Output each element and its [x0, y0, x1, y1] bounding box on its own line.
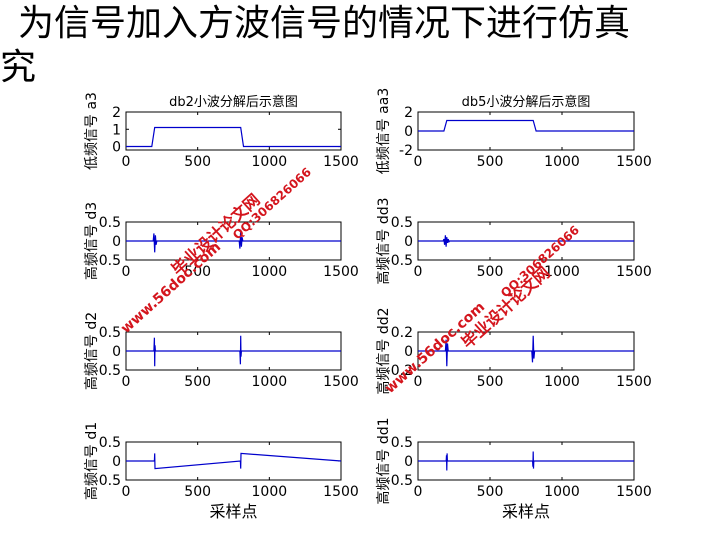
subplot-4-series-line-0: [418, 235, 634, 247]
subplot-8-xtick-label-3: 1500: [616, 484, 652, 500]
slide-title-line-2: 究: [0, 47, 37, 88]
subplot-2-series-line-0: [418, 119, 634, 132]
subplot-6-xtick-label-0: 0: [414, 374, 423, 390]
slide-title: 为信号加入方波信号的情况下进行仿真究: [0, 2, 703, 102]
subplot-8-ytick-label-2: 0.5: [391, 435, 413, 451]
subplot-1-ytick-label-0: 0: [112, 140, 121, 156]
subplot-7-series-line-0: [126, 452, 342, 470]
subplot-6-ytick-label-1: 0: [404, 344, 413, 360]
subplot-4-ytick-label-0: -0.5: [386, 253, 413, 269]
subplot-6-ytick-label-0: -0.2: [386, 363, 413, 379]
subplot-7-ytick-label-2: 0.5: [99, 435, 121, 451]
subplot-2-ylabel: 低频信号 aa3: [376, 88, 392, 175]
subplot-6-ytick-label-2: 0.2: [391, 325, 413, 341]
subplot-1-xtick-label-1: 500: [184, 154, 211, 170]
subplot-3-series-line-0: [126, 229, 341, 253]
subplot-8-ylabel: 高频信号 dd1: [375, 417, 392, 504]
subplot-8-xtick-label-1: 500: [477, 484, 504, 500]
subplot-1-ylabel: 低频信号 a3: [84, 92, 100, 170]
subplot-7-xlabel: 采样点: [209, 502, 257, 521]
subplot-8-ytick-label-1: 0: [404, 454, 413, 470]
subplot-5-xtick-label-0: 0: [122, 374, 131, 390]
subplot-8-series-line-0: [418, 451, 634, 471]
subplot-3-ytick-label-0: -0.5: [94, 253, 121, 269]
subplot-8-xtick-label-0: 0: [414, 484, 423, 500]
subplot-7-xtick-label-1: 500: [184, 484, 211, 500]
subplot-6-xtick-label-1: 500: [477, 374, 504, 390]
subplot-5-xtick-label-1: 500: [184, 374, 211, 390]
subplot-1-title: db2小波分解后示意图: [169, 94, 298, 110]
subplot-5-ytick-label-1: 0: [112, 344, 121, 360]
subplot-4-ylabel: 高频信号 dd3: [375, 197, 392, 284]
subplot-6-xtick-label-3: 1500: [616, 374, 652, 390]
subplot-7-axes-box: [125, 441, 342, 481]
subplot-4-ytick-label-2: 0.5: [391, 215, 413, 231]
subplot-1-xtick-label-3: 1500: [323, 154, 359, 170]
subplot-2-ytick-label-2: 2: [404, 105, 413, 121]
subplot-3-xtick-label-0: 0: [122, 264, 131, 280]
subplot-1-ytick-label-1: 1: [112, 122, 121, 138]
subplot-5-ylabel: 高频信号 d2: [83, 312, 100, 390]
subplot-6-ylabel: 高频信号 dd2: [375, 307, 392, 394]
subplot-5-series-line-0: [126, 335, 341, 367]
subplot-5-xtick-label-3: 1500: [323, 374, 359, 390]
subplot-5-xtick-label-2: 1000: [252, 374, 288, 390]
subplot-2-title: db5小波分解后示意图: [462, 94, 591, 110]
subplot-3-ytick-label-1: 0: [112, 234, 121, 250]
subplot-7-xtick-label-3: 1500: [323, 484, 359, 500]
subplot-3-xtick-label-2: 1000: [252, 264, 288, 280]
subplot-4-xtick-label-3: 1500: [616, 264, 652, 280]
subplot-4-xtick-label-2: 1000: [544, 264, 580, 280]
subplot-4-xtick-label-0: 0: [414, 264, 423, 280]
subplot-5-ytick-label-2: 0.5: [99, 325, 121, 341]
subplot-3-ytick-label-2: 0.5: [99, 215, 121, 231]
subplot-7-ytick-label-1: 0: [112, 454, 121, 470]
subplot-1-xtick-label-0: 0: [122, 154, 131, 170]
subplot-2-ytick-label-1: 0: [404, 124, 413, 140]
subplot-2-ytick-label-0: -2: [399, 143, 413, 159]
subplot-3-xtick-label-1: 500: [184, 264, 211, 280]
subplot-2-xtick-label-0: 0: [414, 154, 423, 170]
subplot-6-xtick-label-2: 1000: [544, 374, 580, 390]
subplot-2-xtick-label-2: 1000: [544, 154, 580, 170]
subplot-1-xtick-label-2: 1000: [252, 154, 288, 170]
subplot-6-series-line-0: [418, 335, 634, 367]
subplot-8-xlabel: 采样点: [502, 502, 550, 521]
subplot-4-ytick-label-1: 0: [404, 234, 413, 250]
subplot-7-xtick-label-0: 0: [122, 484, 131, 500]
subplot-8-ytick-label-0: -0.5: [386, 473, 413, 489]
subplot-8-xtick-label-2: 1000: [544, 484, 580, 500]
subplot-3-xtick-label-3: 1500: [323, 264, 359, 280]
subplot-1-ytick-label-2: 2: [112, 105, 121, 121]
subplot-4-xtick-label-1: 500: [477, 264, 504, 280]
subplot-7-ytick-label-0: -0.5: [94, 473, 121, 489]
slide-title-line-1: 为信号加入方波信号的情况下进行仿真: [18, 3, 631, 44]
subplot-2-xtick-label-3: 1500: [616, 154, 652, 170]
subplot-7-xtick-label-2: 1000: [252, 484, 288, 500]
subplot-7-ylabel: 高频信号 d1: [83, 422, 100, 500]
subplot-3-ylabel: 高频信号 d3: [83, 202, 100, 280]
subplot-1-series-line-0: [126, 126, 341, 148]
subplot-2-xtick-label-1: 500: [477, 154, 504, 170]
subplot-1-axes-box: [125, 111, 342, 151]
subplot-5-ytick-label-0: -0.5: [94, 363, 121, 379]
